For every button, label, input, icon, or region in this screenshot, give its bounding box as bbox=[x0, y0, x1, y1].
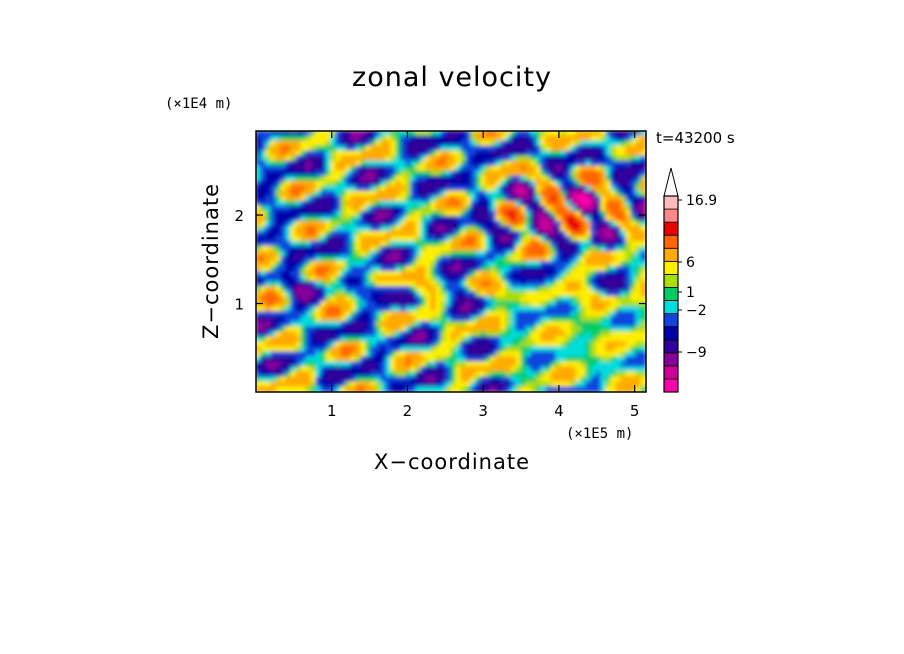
x-axis: 1 2 3 4 5 bbox=[327, 131, 639, 420]
colorbar-label: 16.9 bbox=[686, 193, 717, 209]
heatmap-field bbox=[256, 131, 646, 392]
colorbar-segment bbox=[663, 221, 679, 236]
colorbar-segment bbox=[663, 313, 679, 328]
y-axis-label: Z−coordinate bbox=[199, 183, 223, 339]
colorbar-label: 6 bbox=[686, 255, 695, 271]
y-tick-label: 2 bbox=[234, 207, 244, 225]
colorbar-label: −9 bbox=[686, 345, 707, 361]
colorbar-segment bbox=[663, 339, 679, 354]
x-axis-label: X−coordinate bbox=[374, 450, 530, 474]
y-tick-label: 1 bbox=[234, 296, 244, 314]
colorbar-segment bbox=[663, 326, 679, 341]
y-axis: 12 bbox=[234, 207, 646, 314]
colorbar-segment bbox=[663, 300, 679, 314]
colorbar-label: 1 bbox=[686, 285, 695, 301]
colorbar-segment bbox=[663, 234, 679, 249]
colorbar-segment bbox=[663, 352, 679, 367]
colorbar-segment bbox=[663, 195, 679, 210]
colorbar-segment bbox=[663, 208, 679, 223]
x-multiplier-label: (×1E5 m) bbox=[566, 426, 633, 442]
x-tick-label: 2 bbox=[403, 402, 413, 420]
colorbar-label: −2 bbox=[686, 303, 707, 319]
colorbar-segment bbox=[663, 365, 679, 380]
colorbar-segment bbox=[663, 378, 679, 393]
x-tick-label: 4 bbox=[554, 402, 564, 420]
x-tick-label: 5 bbox=[630, 402, 640, 420]
plot-frame bbox=[255, 130, 647, 393]
x-tick-label: 3 bbox=[478, 402, 488, 420]
colorbar-frame bbox=[663, 195, 679, 393]
y-multiplier-label: (×1E4 m) bbox=[165, 96, 232, 112]
colorbar: 16.9 6 1 −2 −9 bbox=[663, 167, 717, 393]
x-tick-label: 1 bbox=[327, 402, 337, 420]
colorbar-segment bbox=[663, 247, 679, 262]
colorbar-segment bbox=[663, 273, 679, 288]
colorbar-segment bbox=[663, 260, 679, 275]
colorbar-extend-max bbox=[663, 167, 679, 197]
colorbar-segment bbox=[663, 287, 679, 301]
time-label: t=43200 s bbox=[656, 129, 735, 147]
chart-title: zonal velocity bbox=[352, 62, 552, 93]
